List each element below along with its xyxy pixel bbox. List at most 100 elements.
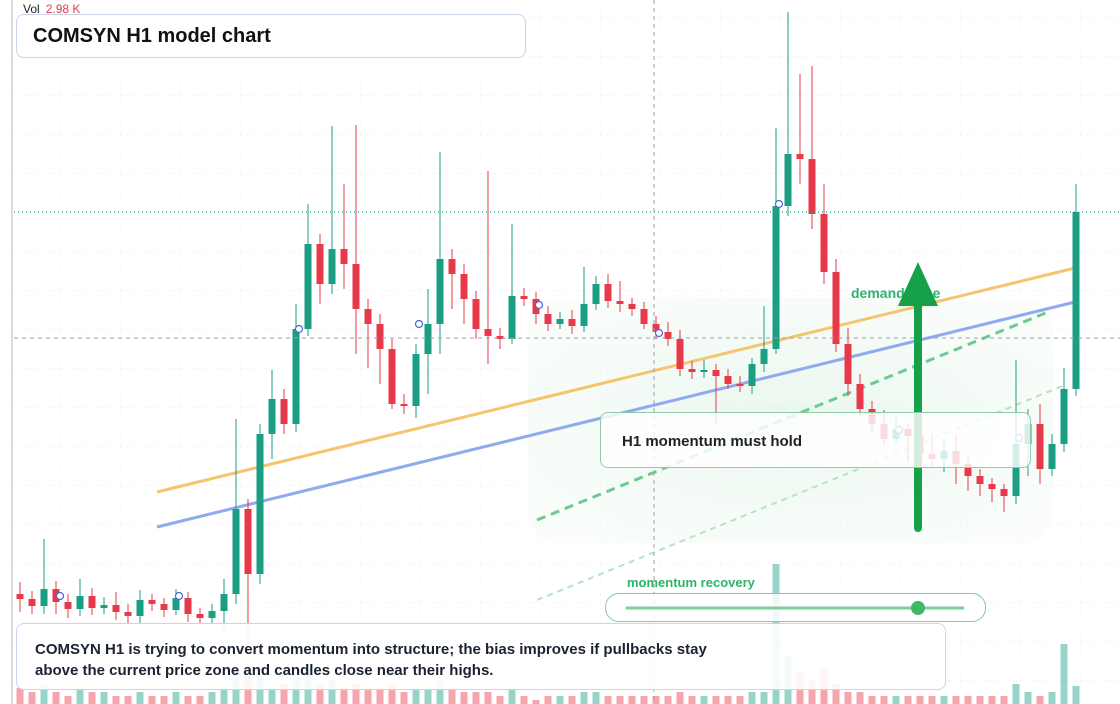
- volume-bar: [508, 688, 516, 704]
- volume-bar: [484, 692, 492, 704]
- volume-bar: [844, 692, 852, 704]
- candle-body: [340, 249, 348, 264]
- candle-body: [100, 605, 108, 608]
- candle-body: [1060, 389, 1068, 444]
- volume-bar: [916, 696, 924, 704]
- volume-bar: [832, 684, 840, 704]
- volume-bar: [868, 696, 876, 704]
- candle-body: [460, 274, 468, 299]
- volume-bar: [976, 696, 984, 704]
- candle-body: [16, 594, 24, 599]
- candle-body: [1036, 424, 1044, 469]
- volume-bar: [556, 696, 564, 704]
- candle-body: [124, 612, 132, 616]
- volume-bar: [16, 688, 24, 704]
- candle-body: [784, 154, 792, 206]
- volume-bar: [700, 696, 708, 704]
- candle-body: [712, 370, 720, 376]
- knob[interactable]: [911, 601, 925, 615]
- candle-body: [424, 324, 432, 354]
- marker: [174, 591, 184, 601]
- candle-body: [328, 249, 336, 284]
- volume-bar: [748, 692, 756, 704]
- volume-bar: [628, 696, 636, 704]
- volume-legend: Vol 2.98 K: [23, 2, 80, 16]
- volume-bar: [280, 684, 288, 704]
- volume-bar: [1024, 692, 1032, 704]
- volume-bar: [184, 696, 192, 704]
- candle-body: [208, 611, 216, 618]
- volume-bar: [964, 696, 972, 704]
- candle-body: [148, 600, 156, 604]
- candle-body: [292, 329, 300, 424]
- volume-bar: [580, 692, 588, 704]
- volume-bar: [460, 692, 468, 704]
- candle-body: [304, 244, 312, 329]
- volume-bar: [640, 696, 648, 704]
- candle-body: [772, 206, 780, 349]
- candle-body: [220, 594, 228, 611]
- candle-body: [436, 259, 444, 324]
- candle-body: [184, 598, 192, 614]
- slider-label: momentum recovery: [627, 575, 755, 590]
- volume-bar: [664, 696, 672, 704]
- slider-track: [625, 601, 965, 615]
- volume-bar: [364, 688, 372, 704]
- candle-body: [376, 324, 384, 349]
- candle-body: [592, 284, 600, 304]
- candle-body: [568, 319, 576, 326]
- marker: [414, 319, 424, 329]
- volume-bar: [940, 696, 948, 704]
- volume-bar: [1000, 696, 1008, 704]
- candle-body: [364, 309, 372, 324]
- marker: [294, 324, 304, 334]
- volume-bar: [148, 696, 156, 704]
- zone-label: demand zone: [851, 285, 941, 301]
- candle-body: [676, 339, 684, 369]
- volume-bar: [880, 696, 888, 704]
- candle-body: [796, 154, 804, 159]
- candle-body: [1012, 444, 1020, 496]
- candle-body: [1000, 489, 1008, 496]
- volume-bar: [28, 692, 36, 704]
- volume-bar: [316, 684, 324, 704]
- candle-body: [1048, 444, 1056, 469]
- slider[interactable]: [605, 593, 986, 622]
- volume-bar: [76, 688, 84, 704]
- volume-bar: [532, 700, 540, 704]
- candle-body: [64, 602, 72, 609]
- candle-body: [400, 404, 408, 406]
- volume-bar: [412, 688, 420, 704]
- volume-bar: [124, 696, 132, 704]
- candle-body: [172, 598, 180, 610]
- volume-bar: [724, 696, 732, 704]
- volume-bar: [376, 688, 384, 704]
- volume-bar: [1012, 684, 1020, 704]
- volume-bar: [1048, 692, 1056, 704]
- candle-body: [748, 364, 756, 386]
- candle-body: [112, 605, 120, 612]
- volume-bar: [160, 696, 168, 704]
- candle-body: [28, 599, 36, 606]
- candle-body: [256, 434, 264, 574]
- volume-bar: [448, 688, 456, 704]
- candle-body: [544, 314, 552, 324]
- volume-bar: [928, 696, 936, 704]
- volume-bar: [568, 696, 576, 704]
- volume-bar: [52, 692, 60, 704]
- candle-body: [76, 596, 84, 609]
- candle-body: [580, 304, 588, 326]
- candle-body: [688, 369, 696, 372]
- candle-body: [244, 509, 252, 574]
- volume-bar: [292, 680, 300, 704]
- candle-body: [508, 296, 516, 339]
- candle-body: [472, 299, 480, 329]
- volume-bar: [88, 692, 96, 704]
- candle-body: [640, 309, 648, 324]
- candle-body: [40, 589, 48, 606]
- volume-bar: [904, 696, 912, 704]
- volume-bar: [40, 684, 48, 704]
- candle-body: [964, 464, 972, 476]
- volume-bar: [952, 696, 960, 704]
- volume-bar: [472, 692, 480, 704]
